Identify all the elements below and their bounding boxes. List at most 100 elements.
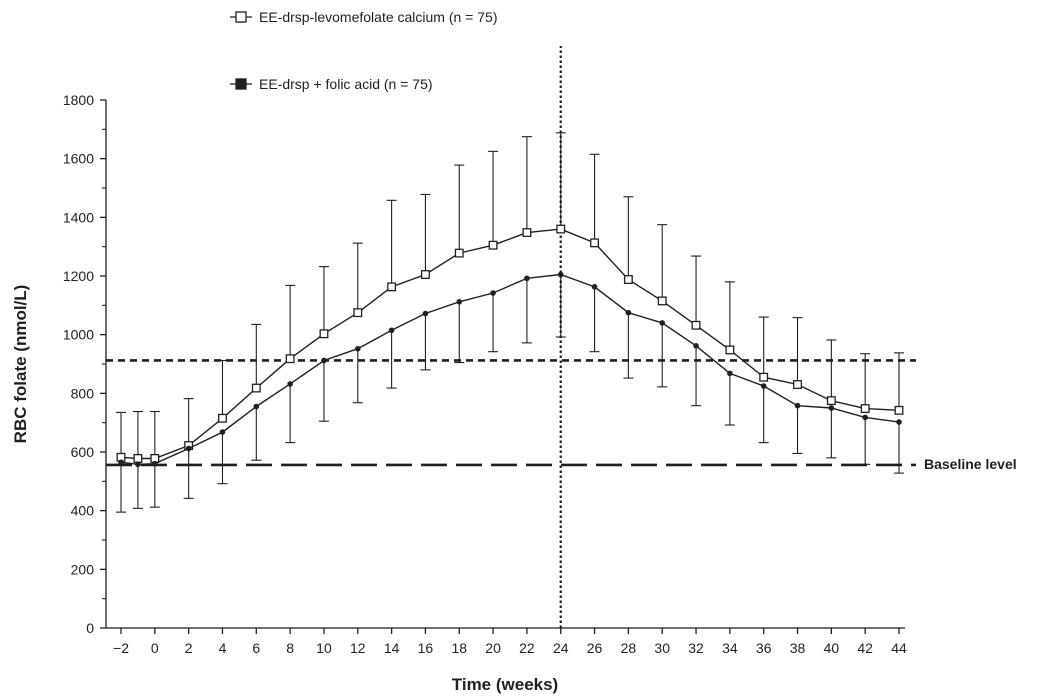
y-tick-label: 200 [71,561,95,577]
y-tick-label: 1200 [63,268,94,284]
data-point-open-square [522,228,532,238]
x-tick-label: 32 [688,640,704,656]
y-tick-label: 0 [86,620,94,636]
x-tick-label: 22 [519,640,535,656]
y-tick-label: 600 [71,444,95,460]
data-point-filled [456,299,463,305]
x-tick-label: 28 [621,640,637,656]
data-point-filled [896,419,902,425]
x-tick-label: 42 [857,640,873,656]
series-open-square [116,132,904,463]
legend-marker-filled-square [235,78,247,90]
data-point-open-square [725,345,735,355]
data-point-open-square [251,383,261,393]
y-ticks: 0 200 400 600 800 1000 1200 1400 1600 1800 [63,92,106,636]
legend-item-levomefolate: EE-drsp-levomefolate calcium (n = 75) [230,9,498,25]
data-point-open-square [133,454,143,463]
y-tick-label: 1800 [63,92,94,108]
data-point-open-square [319,329,329,339]
x-tick-label: 6 [252,640,260,656]
data-point-open-square [691,320,701,330]
y-tick-label: 1000 [63,327,94,343]
x-tick-label: 20 [485,640,501,656]
data-point-open-square [454,248,464,258]
x-tick-label: 34 [722,640,738,656]
data-point-filled [794,402,801,409]
data-point-filled [152,460,158,467]
series-line [120,228,900,460]
x-tick-label: 0 [151,640,159,656]
x-tick-label: 24 [553,640,569,656]
data-point-filled [524,275,530,282]
legend-label-folic-acid: EE-drsp + folic acid (n = 75) [259,76,433,92]
data-point-filled [659,320,666,326]
y-tick-label: 800 [71,385,95,401]
x-tick-label: 8 [286,640,294,656]
data-point-filled [862,414,868,421]
data-point-open-square [759,372,769,382]
data-point-filled [422,310,429,317]
data-point-open-square [657,296,667,306]
legend-item-folic-acid: EE-drsp + folic acid (n = 75) [230,76,433,92]
data-point-filled [321,357,327,364]
data-point-open-square [894,405,904,415]
x-tick-label: 12 [350,640,366,656]
x-tick-label: 4 [219,640,227,656]
data-point-open-square [285,354,295,364]
x-tick-label: 44 [891,640,907,656]
x-tick-label: −2 [113,640,129,656]
data-point-open-square [826,396,836,406]
data-point-open-square [556,224,566,234]
x-tick-label: 14 [384,640,400,656]
data-point-open-square [387,282,397,292]
data-point-filled [760,383,767,389]
data-point-filled [388,327,395,334]
data-point-filled [591,284,598,290]
baseline-level-label: Baseline level [924,456,1017,472]
data-point-filled [118,459,124,466]
x-tick-label: 16 [418,640,434,656]
data-point-filled [253,403,260,410]
x-tick-label: 36 [756,640,772,656]
data-point-open-square [420,270,430,279]
y-tick-label: 1600 [63,151,94,167]
data-point-open-square [793,380,802,389]
data-point-open-square [353,308,363,318]
series-layer [116,132,904,513]
x-tick-label: 10 [316,640,332,656]
data-point-filled [219,429,226,435]
data-point-open-square [860,404,870,414]
data-point-filled [185,445,192,452]
data-point-filled [727,370,733,377]
data-point-open-square [488,240,498,250]
y-tick-label: 400 [71,503,95,519]
data-point-filled [354,345,361,352]
x-tick-label: 40 [824,640,840,656]
x-tick-label: 18 [451,640,467,656]
x-tick-label: 30 [654,640,670,656]
data-point-open-square [590,238,600,248]
x-tick-label: 26 [587,640,603,656]
data-point-filled [693,343,699,349]
data-point-open-square [218,413,227,423]
data-point-filled [490,290,496,296]
data-point-filled [287,381,293,387]
legend: EE-drsp-levomefolate calcium (n = 75) EE… [230,9,498,92]
data-point-filled [828,405,835,411]
series-line [120,273,900,466]
x-tick-label: 38 [790,640,806,656]
data-point-filled [625,309,632,316]
y-tick-label: 1400 [63,209,94,225]
legend-marker-open-square [235,11,247,23]
y-axis-title: RBC folate (nmol/L) [11,285,30,444]
series-filled-square [116,271,904,513]
reference-lines [106,46,916,628]
x-axis-title: Time (weeks) [452,675,558,694]
legend-label-levomefolate: EE-drsp-levomefolate calcium (n = 75) [259,9,498,25]
x-tick-label: 2 [185,640,193,656]
data-point-filled [135,461,141,468]
data-point-open-square [623,275,633,284]
x-ticks: −2 0 2 4 6 8 10 12 14 16 18 20 22 24 26 28 30 32 34 36 38 40 4… [113,628,907,656]
data-point-filled [557,271,564,278]
